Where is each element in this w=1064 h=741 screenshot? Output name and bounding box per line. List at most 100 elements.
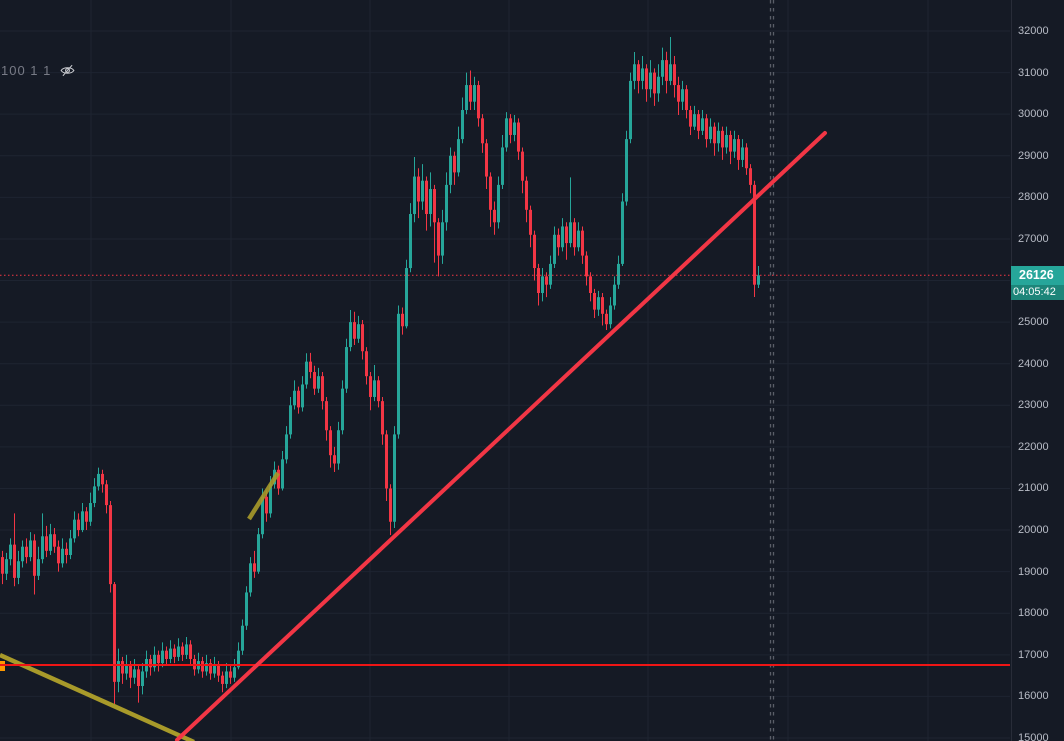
candle-body [721, 130, 724, 148]
price-tick-label: 16000 [1018, 690, 1049, 703]
candle-body [657, 76, 660, 94]
hidden-eye-icon[interactable] [59, 62, 76, 79]
candle-body [505, 118, 508, 148]
candle-body [381, 401, 384, 435]
candle-body [457, 139, 460, 173]
candle-body [517, 122, 520, 152]
candle-body [445, 184, 448, 223]
candle-body [673, 64, 676, 86]
candle-body [733, 139, 736, 152]
candle-body [249, 563, 252, 593]
price-tick-label: 30000 [1018, 108, 1049, 121]
candle-body [377, 380, 380, 402]
candle-body [373, 380, 376, 397]
candle-body [37, 559, 40, 576]
candle-body [397, 313, 400, 435]
candle-body [413, 176, 416, 214]
candle-body [437, 222, 440, 256]
candle-body [469, 85, 472, 102]
candle-body [705, 118, 708, 140]
price-tick-label: 15000 [1018, 732, 1049, 741]
candle-body [613, 284, 616, 306]
candle-body [73, 519, 76, 539]
candle-body [297, 390, 300, 408]
candle-body [77, 519, 80, 531]
indicator-legend[interactable]: 100 1 1 [1, 62, 76, 79]
candle-body [569, 222, 572, 244]
candle-body [461, 110, 464, 140]
price-tick-label: 28000 [1018, 191, 1049, 204]
candle-body [321, 376, 324, 402]
candle-body [109, 505, 112, 585]
candle-body [89, 503, 92, 522]
candle-body [477, 85, 480, 119]
price-tick-label: 25000 [1018, 316, 1049, 329]
price-tick-label: 27000 [1018, 232, 1049, 245]
candle-body [709, 126, 712, 140]
candle-body [545, 276, 548, 285]
candle-body [409, 213, 412, 269]
candle-body [617, 263, 620, 285]
candle-body [573, 222, 576, 248]
candle-body [285, 434, 288, 460]
candle-body [585, 255, 588, 277]
candle-body [169, 648, 172, 659]
candle-body [313, 372, 316, 389]
candle-body [629, 80, 632, 140]
candle-body [365, 351, 368, 377]
candle-body [201, 661, 204, 672]
price-tick-label: 22000 [1018, 440, 1049, 453]
candle-body [421, 180, 424, 202]
candle-body [521, 151, 524, 181]
candle-body [465, 85, 468, 111]
candle-body [165, 650, 168, 659]
price-tick-label: 18000 [1018, 607, 1049, 620]
candle-body [13, 544, 16, 578]
candle-body [529, 209, 532, 235]
candle-body [53, 534, 56, 547]
candle-body [349, 322, 352, 348]
candle-body [737, 139, 740, 160]
candle-body [405, 268, 408, 327]
candle-body [277, 469, 280, 489]
candle-body [305, 361, 308, 385]
candle-body [289, 405, 292, 435]
candle-body [713, 126, 716, 144]
candle-body [49, 534, 52, 551]
candle-body [117, 661, 120, 682]
candle-body [281, 459, 284, 489]
bar-countdown: 04:05:42 [1011, 285, 1064, 300]
price-tick-label: 17000 [1018, 648, 1049, 661]
olive-trendline[interactable] [0, 652, 195, 741]
candle-body [245, 592, 248, 626]
candle-body [325, 401, 328, 431]
candle-body [393, 434, 396, 522]
candle-body [433, 189, 436, 223]
price-tick-label: 23000 [1018, 399, 1049, 412]
candle-body [41, 536, 44, 560]
candle-body [513, 122, 516, 135]
candle-body [29, 540, 32, 558]
candle-body [441, 222, 444, 256]
last-price-label: 26126 04:05:42 [1011, 266, 1064, 300]
candle-body [133, 669, 136, 678]
candle-body [385, 434, 388, 489]
candle-body [449, 155, 452, 185]
candle-body [221, 675, 224, 684]
candle-body [329, 430, 332, 456]
candle-body [561, 226, 564, 248]
olive-trendline-segment[interactable] [247, 471, 280, 521]
candle-body [225, 671, 228, 684]
ascending-trendline[interactable] [175, 131, 827, 741]
candle-body [665, 60, 668, 81]
candle-body [177, 646, 180, 657]
candle-body [129, 665, 132, 678]
candle-body [565, 226, 568, 244]
candle-body [253, 563, 256, 572]
candle-body [265, 496, 268, 514]
price-axis[interactable]: 32000 31000 30000 29000 28000 27000 25000 24000… [1011, 0, 1064, 741]
candle-body [213, 665, 216, 674]
price-tick-label: 31000 [1018, 66, 1049, 79]
